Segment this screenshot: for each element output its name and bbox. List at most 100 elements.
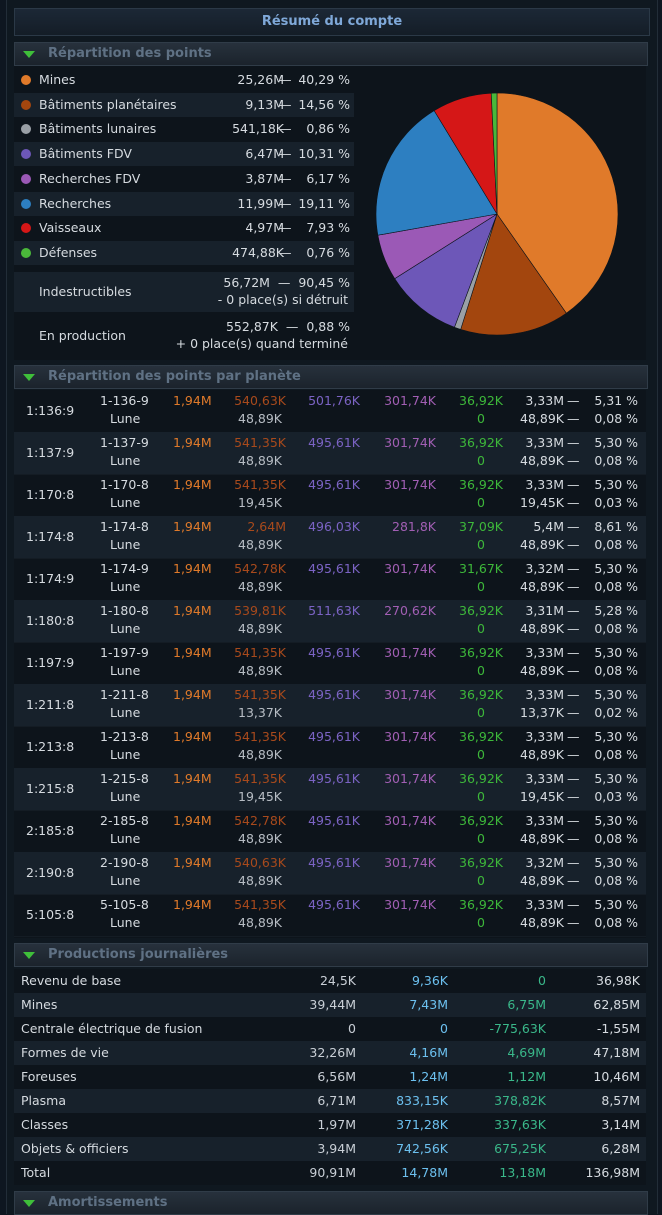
- moon-total-points: 48,89K: [520, 537, 564, 552]
- moon-ships-points: 0: [477, 621, 485, 636]
- moon-buildings-points: 19,45K: [238, 789, 282, 804]
- moon-buildings-points: 48,89K: [238, 453, 282, 468]
- pie-slice-d-fenses: [490, 93, 498, 215]
- planet-name: 5-105-8: [100, 897, 149, 912]
- legend-dot: [21, 198, 31, 209]
- moon-buildings-points: 19,45K: [238, 495, 282, 510]
- planet-coordinates: 5:105:8: [26, 907, 75, 922]
- planet-row: 5:105:8 5-105-8 Lune 1,94M 541,35K 48,89K 495,…: [14, 894, 646, 937]
- moon-total-points: 48,89K: [520, 831, 564, 846]
- section-planets-header[interactable]: Répartition des points par planète: [14, 365, 648, 389]
- planet-total-points: 3,33M: [525, 435, 564, 450]
- points-row-value: 3,87M: [245, 170, 284, 186]
- moon-total-points: 48,89K: [520, 621, 564, 636]
- production-total: 136,98M: [585, 1165, 640, 1180]
- moon-name: Lune: [110, 579, 141, 594]
- moon-buildings-points: 48,89K: [238, 537, 282, 552]
- moon-total-points: 48,89K: [520, 453, 564, 468]
- section-amortissements-label: Amortissements: [48, 1195, 168, 1210]
- moon-ships-points: 0: [477, 411, 485, 426]
- moon-total-points: 48,89K: [520, 747, 564, 762]
- moon-dash: —: [567, 453, 580, 468]
- production-label: Classes: [21, 1117, 69, 1132]
- planet-total-percent: 5,30 %: [594, 645, 638, 660]
- moon-total-points: 19,45K: [520, 789, 564, 804]
- points-row-dash: —: [279, 146, 292, 162]
- moon-total-percent: 0,08 %: [594, 621, 638, 636]
- moon-total-percent: 0,08 %: [594, 663, 638, 678]
- planet-ships-points: 36,92K: [459, 477, 503, 492]
- production-label: Centrale électrique de fusion: [21, 1021, 203, 1036]
- moon-ships-points: 0: [477, 915, 485, 930]
- planet-ships-points: 36,92K: [459, 603, 503, 618]
- moon-dash: —: [567, 789, 580, 804]
- production-row: Plasma 6,71M 833,15K 378,82K 8,57M: [14, 1089, 646, 1113]
- section-amortissements-header[interactable]: Amortissements: [14, 1191, 648, 1215]
- planet-coordinates: 1:213:8: [26, 739, 75, 754]
- pie-slice-b-timents-plan-taires: [460, 213, 567, 336]
- points-row-percent: 6,17 %: [306, 170, 350, 186]
- moon-buildings-points: 48,89K: [238, 747, 282, 762]
- moon-total-points: 48,89K: [520, 411, 564, 426]
- expand-triangle-icon[interactable]: [23, 51, 35, 58]
- moon-ships-points: 0: [477, 537, 485, 552]
- moon-dash: —: [567, 621, 580, 636]
- moon-total-points: 13,37K: [520, 705, 564, 720]
- moon-buildings-points: 48,89K: [238, 663, 282, 678]
- points-row-dash: —: [279, 244, 292, 260]
- production-label: Plasma: [21, 1093, 67, 1108]
- production-label: Foreuses: [21, 1069, 77, 1084]
- points-row: Défenses 474,88K — 0,76 %: [14, 240, 354, 265]
- moon-total-percent: 0,08 %: [594, 579, 638, 594]
- production-row: Revenu de base 24,5K 9,36K 0 36,98K: [14, 969, 646, 993]
- planet-buildings-points: 542,78K: [234, 813, 286, 828]
- planet-name: 1-137-9: [100, 435, 149, 450]
- production-metal: 24,5K: [319, 973, 356, 988]
- production-row: En production 552,87K — 0,88 % + 0 place…: [14, 316, 354, 356]
- moon-total-percent: 0,08 %: [594, 747, 638, 762]
- planet-dash: —: [567, 771, 580, 786]
- planet-ships-points: 36,92K: [459, 393, 503, 408]
- expand-triangle-icon[interactable]: [23, 952, 35, 959]
- moon-name: Lune: [110, 621, 141, 636]
- section-points-header[interactable]: Répartition des points: [14, 42, 648, 66]
- production-metal: 0: [348, 1021, 356, 1036]
- planet-dash: —: [567, 519, 580, 534]
- points-row-percent: 19,11 %: [298, 195, 350, 211]
- planet-ships-points: 36,92K: [459, 687, 503, 702]
- planet-ships-points: 36,92K: [459, 729, 503, 744]
- points-row-percent: 0,76 %: [306, 244, 350, 260]
- points-row-value: 6,47M: [245, 146, 284, 162]
- production-crystal: 371,28K: [396, 1117, 448, 1132]
- production-deuterium: 4,69M: [507, 1045, 546, 1060]
- planet-name: 2-190-8: [100, 855, 149, 870]
- planet-name: 1-174-9: [100, 561, 149, 576]
- section-productions-header[interactable]: Productions journalières: [14, 943, 648, 967]
- mines-points: 1,94M: [173, 729, 212, 744]
- production-total: 6,28M: [601, 1141, 640, 1156]
- production-row: Classes 1,97M 371,28K 337,63K 3,14M: [14, 1113, 646, 1137]
- expand-triangle-icon[interactable]: [23, 1200, 35, 1207]
- planet-ships-points: 36,92K: [459, 897, 503, 912]
- points-row: Bâtiments planétaires 9,13M — 14,56 %: [14, 92, 354, 117]
- planet-row: 2:190:8 2-190-8 Lune 1,94M 540,63K 48,89K 495,…: [14, 852, 646, 895]
- planet-coordinates: 1:211:8: [26, 697, 75, 712]
- planet-total-percent: 5,30 %: [594, 771, 638, 786]
- production-row: Total 90,91M 14,78M 13,18M 136,98M: [14, 1161, 646, 1185]
- planet-total-points: 3,33M: [525, 771, 564, 786]
- planet-total-percent: 5,30 %: [594, 813, 638, 828]
- lifeform-buildings-points: 495,61K: [308, 813, 360, 828]
- lifeform-research-points: 301,74K: [384, 897, 436, 912]
- planet-total-points: 5,4M: [533, 519, 564, 534]
- points-row-dash: —: [279, 72, 292, 87]
- lifeform-research-points: 301,74K: [384, 393, 436, 408]
- points-row-value: 541,18K: [232, 121, 284, 137]
- production-metal: 6,56M: [317, 1069, 356, 1084]
- moon-dash: —: [567, 411, 580, 426]
- planet-dash: —: [567, 393, 580, 408]
- legend-dot: [21, 124, 31, 135]
- lifeform-research-points: 301,74K: [384, 687, 436, 702]
- lifeform-buildings-points: 511,63K: [308, 603, 360, 618]
- production-total: 3,14M: [601, 1117, 640, 1132]
- expand-triangle-icon[interactable]: [23, 374, 35, 381]
